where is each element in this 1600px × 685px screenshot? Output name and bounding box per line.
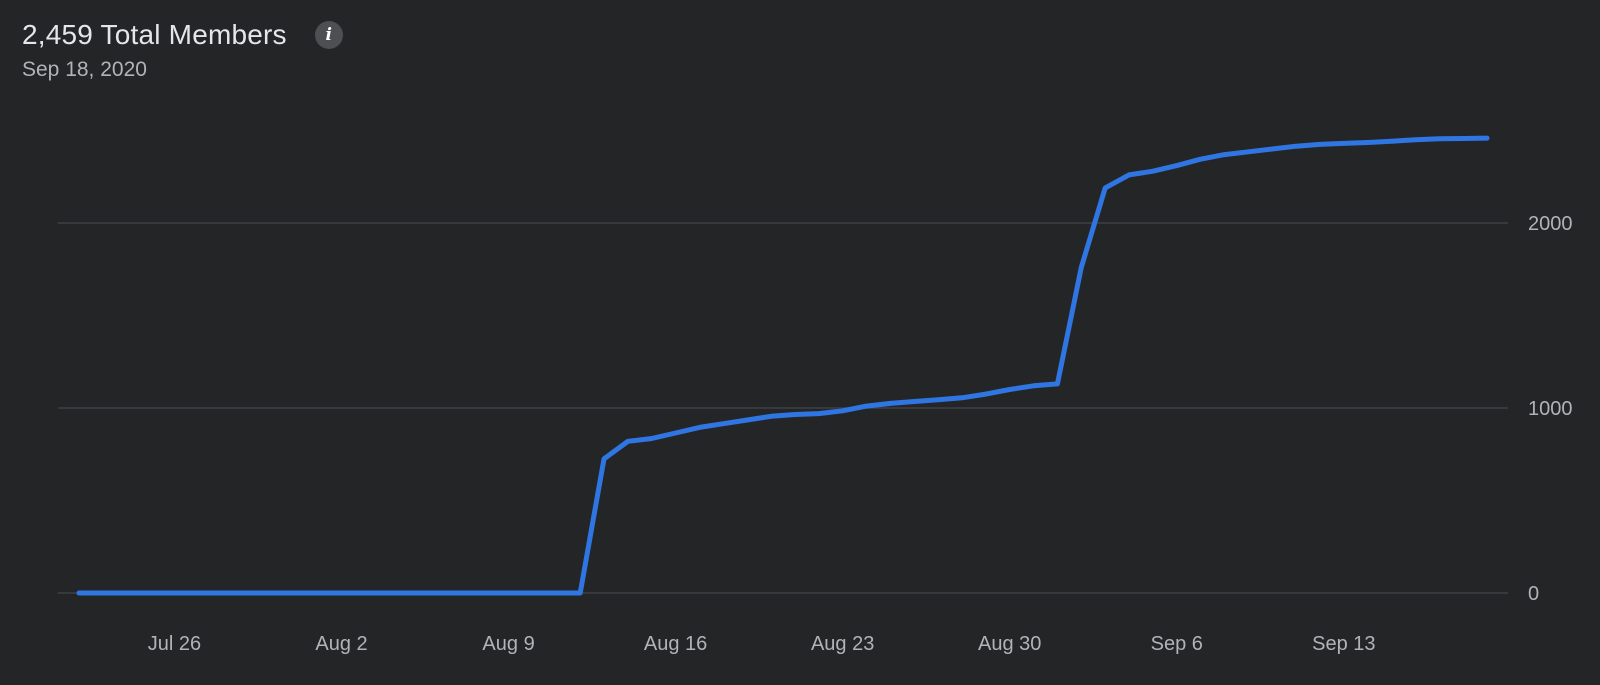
- x-tick-label: Sep 13: [1312, 633, 1375, 655]
- data-point[interactable]: [264, 587, 276, 599]
- data-point[interactable]: [598, 453, 610, 465]
- info-icon[interactable]: i: [314, 21, 343, 49]
- data-point[interactable]: [145, 587, 157, 599]
- data-point[interactable]: [908, 396, 920, 408]
- title-row: 2,459 Total Members i: [22, 16, 343, 54]
- data-point[interactable]: [932, 394, 944, 406]
- data-point[interactable]: [240, 587, 252, 599]
- x-tick-label: Aug 23: [811, 633, 874, 655]
- data-point[interactable]: [1481, 132, 1493, 144]
- x-tick-label: Aug 30: [978, 633, 1041, 655]
- data-point[interactable]: [956, 392, 968, 404]
- data-point[interactable]: [646, 433, 658, 445]
- data-point[interactable]: [1028, 380, 1040, 392]
- data-point[interactable]: [1266, 143, 1278, 155]
- data-point[interactable]: [1290, 140, 1302, 152]
- data-point[interactable]: [741, 414, 753, 426]
- data-point[interactable]: [1219, 149, 1231, 161]
- data-point[interactable]: [622, 435, 634, 447]
- data-point[interactable]: [717, 418, 729, 430]
- data-point[interactable]: [765, 410, 777, 422]
- data-point[interactable]: [884, 397, 896, 409]
- data-point[interactable]: [1457, 133, 1469, 145]
- data-point[interactable]: [455, 587, 467, 599]
- data-point[interactable]: [121, 587, 133, 599]
- y-tick-label: 2000: [1528, 213, 1573, 235]
- grid-lines: [58, 222, 1508, 594]
- data-point[interactable]: [670, 427, 682, 439]
- y-tick-label: 1000: [1528, 398, 1573, 420]
- data-point[interactable]: [431, 587, 443, 599]
- y-axis-labels: 0 1000 2000: [1528, 213, 1573, 605]
- chart-date: Sep 18, 2020: [22, 58, 147, 81]
- data-point[interactable]: [1242, 146, 1254, 158]
- data-point[interactable]: [407, 587, 419, 599]
- data-point[interactable]: [1051, 378, 1063, 390]
- data-point[interactable]: [837, 405, 849, 417]
- data-point[interactable]: [694, 421, 706, 433]
- x-tick-label: Aug 16: [644, 633, 707, 655]
- data-point[interactable]: [1409, 134, 1421, 146]
- data-point[interactable]: [312, 587, 324, 599]
- data-point[interactable]: [1362, 137, 1374, 149]
- data-point[interactable]: [789, 409, 801, 421]
- data-point[interactable]: [359, 587, 371, 599]
- x-axis-labels: Jul 26 Aug 2 Aug 9 Aug 16 Aug 23 Aug 30 Sep 6 S…: [148, 633, 1376, 655]
- data-point[interactable]: [479, 587, 491, 599]
- data-point[interactable]: [169, 587, 181, 599]
- series-line-total-members: [76, 135, 1490, 596]
- x-tick-label: Sep 6: [1151, 633, 1203, 655]
- data-point[interactable]: [813, 408, 825, 420]
- data-point[interactable]: [216, 587, 228, 599]
- data-point[interactable]: [861, 400, 873, 412]
- data-point[interactable]: [503, 587, 515, 599]
- x-tick-label: Aug 2: [315, 633, 367, 655]
- data-point[interactable]: [97, 587, 109, 599]
- y-tick-label: 0: [1528, 583, 1539, 605]
- data-point[interactable]: [192, 587, 204, 599]
- data-point[interactable]: [383, 587, 395, 599]
- data-point[interactable]: [1338, 137, 1350, 149]
- data-point[interactable]: [1004, 384, 1016, 396]
- data-point[interactable]: [1433, 133, 1445, 145]
- data-point[interactable]: [1147, 165, 1159, 177]
- data-point[interactable]: [1314, 138, 1326, 150]
- data-point[interactable]: [980, 388, 992, 400]
- series-layer: [73, 132, 1493, 599]
- data-point[interactable]: [550, 587, 562, 599]
- data-point[interactable]: [288, 587, 300, 599]
- data-point[interactable]: [574, 587, 586, 599]
- data-point[interactable]: [1123, 169, 1135, 181]
- data-point[interactable]: [526, 587, 538, 599]
- data-point[interactable]: [73, 587, 85, 599]
- data-point[interactable]: [1099, 182, 1111, 194]
- x-tick-label: Aug 9: [482, 633, 534, 655]
- data-point[interactable]: [1171, 160, 1183, 172]
- data-point[interactable]: [336, 587, 348, 599]
- chart-title: 2,459 Total Members: [22, 19, 287, 50]
- data-point[interactable]: [1386, 135, 1398, 147]
- x-tick-label: Jul 26: [148, 633, 201, 655]
- data-point[interactable]: [1075, 261, 1087, 273]
- data-point[interactable]: [1195, 153, 1207, 165]
- chart-header: 2,459 Total Members i Sep 18, 2020: [22, 16, 343, 83]
